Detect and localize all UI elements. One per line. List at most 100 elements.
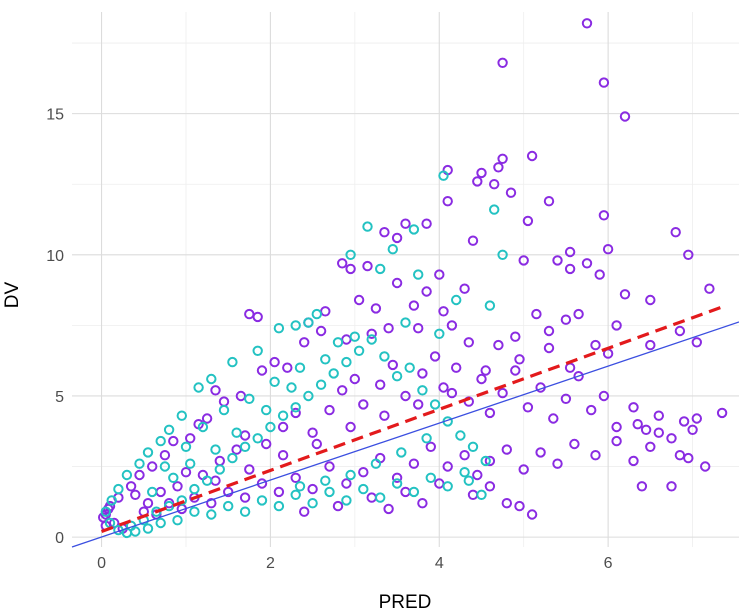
data-point-purple	[273, 486, 285, 498]
data-point-cyan	[345, 469, 356, 481]
data-point-cyan	[303, 317, 314, 328]
data-point-purple	[383, 503, 394, 515]
reference-lines	[71, 305, 739, 548]
data-point-purple	[484, 455, 496, 467]
data-point-purple	[256, 365, 268, 376]
data-point-purple	[442, 461, 453, 472]
data-point-cyan	[451, 294, 462, 306]
data-point-purple	[674, 450, 686, 461]
data-point-purple	[526, 509, 538, 520]
data-point-cyan	[362, 221, 373, 232]
data-point-cyan	[210, 444, 221, 455]
data-point-purple	[201, 413, 213, 424]
data-point-cyan	[294, 362, 306, 373]
data-point-purple	[467, 489, 479, 500]
data-point-purple	[320, 306, 331, 317]
data-point-purple	[636, 481, 648, 492]
x-axis-title: PRED	[379, 592, 432, 613]
data-point-cyan	[269, 376, 280, 387]
data-point-purple	[497, 57, 508, 68]
data-point-purple	[472, 176, 483, 187]
data-point-purple	[640, 424, 652, 435]
data-point-purple	[341, 478, 352, 489]
data-point-purple	[358, 399, 369, 410]
data-point-purple	[489, 179, 500, 190]
data-point-cyan	[324, 486, 335, 498]
data-point-purple	[514, 500, 525, 512]
data-point-purple	[543, 325, 555, 337]
data-point-purple	[442, 196, 453, 207]
data-point-purple	[231, 444, 242, 455]
data-point-cyan	[489, 204, 500, 215]
data-point-cyan	[252, 433, 263, 444]
data-point-purple	[451, 362, 462, 373]
data-point-purple	[332, 500, 344, 512]
data-point-cyan	[189, 506, 200, 517]
data-point-purple	[400, 486, 411, 498]
data-point-purple	[569, 438, 580, 450]
data-point-cyan	[425, 472, 436, 483]
data-point-purple	[417, 498, 428, 509]
data-point-purple	[375, 379, 386, 390]
data-point-purple	[518, 255, 529, 266]
data-point-purple	[522, 402, 534, 413]
data-point-purple	[683, 452, 694, 464]
data-point-purple	[653, 410, 664, 421]
data-point-cyan	[353, 345, 365, 356]
data-point-purple	[687, 424, 698, 435]
data-point-cyan	[311, 308, 322, 320]
data-point-purple	[425, 441, 436, 452]
trend-line	[101, 305, 723, 533]
data-point-purple	[653, 427, 664, 438]
y-tick-label: 0	[55, 530, 64, 547]
data-point-purple	[510, 331, 521, 342]
data-point-cyan	[467, 441, 479, 452]
data-point-purple	[716, 407, 728, 419]
data-point-purple	[446, 320, 458, 331]
data-point-purple	[446, 387, 458, 399]
data-point-cyan	[391, 478, 403, 489]
data-point-cyan	[159, 461, 171, 472]
data-point-purple	[564, 263, 576, 275]
data-point-purple	[206, 498, 217, 509]
data-point-cyan	[218, 404, 230, 416]
data-point-purple	[324, 461, 335, 472]
data-point-purple	[324, 404, 335, 416]
data-point-purple	[691, 413, 702, 424]
data-point-cyan	[277, 410, 289, 421]
data-point-cyan	[476, 489, 487, 500]
data-point-cyan	[358, 483, 369, 495]
data-point-cyan	[134, 458, 145, 469]
data-point-purple	[337, 385, 348, 396]
data-point-cyan	[176, 410, 188, 421]
y-tick-label: 5	[55, 389, 64, 406]
data-point-cyan	[239, 506, 251, 517]
data-point-cyan	[370, 458, 382, 469]
data-point-cyan	[349, 331, 360, 342]
data-point-purple	[493, 339, 504, 351]
data-point-purple	[645, 441, 656, 452]
data-point-cyan	[252, 345, 263, 356]
data-point-cyan	[106, 495, 117, 506]
data-point-purple	[683, 249, 694, 261]
data-point-purple	[155, 486, 166, 498]
data-point-purple	[214, 455, 226, 467]
data-point-purple	[168, 435, 179, 447]
data-point-purple	[172, 481, 183, 492]
data-point-purple	[700, 461, 711, 472]
data-point-purple	[476, 373, 487, 385]
data-point-purple	[619, 289, 631, 300]
data-point-cyan	[341, 356, 352, 368]
data-point-cyan	[155, 435, 166, 447]
data-point-cyan	[396, 447, 407, 458]
data-point-cyan	[438, 170, 449, 181]
data-point-purple	[611, 421, 622, 433]
data-point-purple	[459, 450, 470, 461]
data-point-purple	[269, 356, 280, 368]
data-point-purple	[628, 402, 639, 413]
data-point-purple	[349, 373, 360, 385]
data-point-purple	[645, 294, 656, 306]
data-point-cyan	[366, 334, 377, 345]
data-point-purple	[666, 433, 677, 444]
